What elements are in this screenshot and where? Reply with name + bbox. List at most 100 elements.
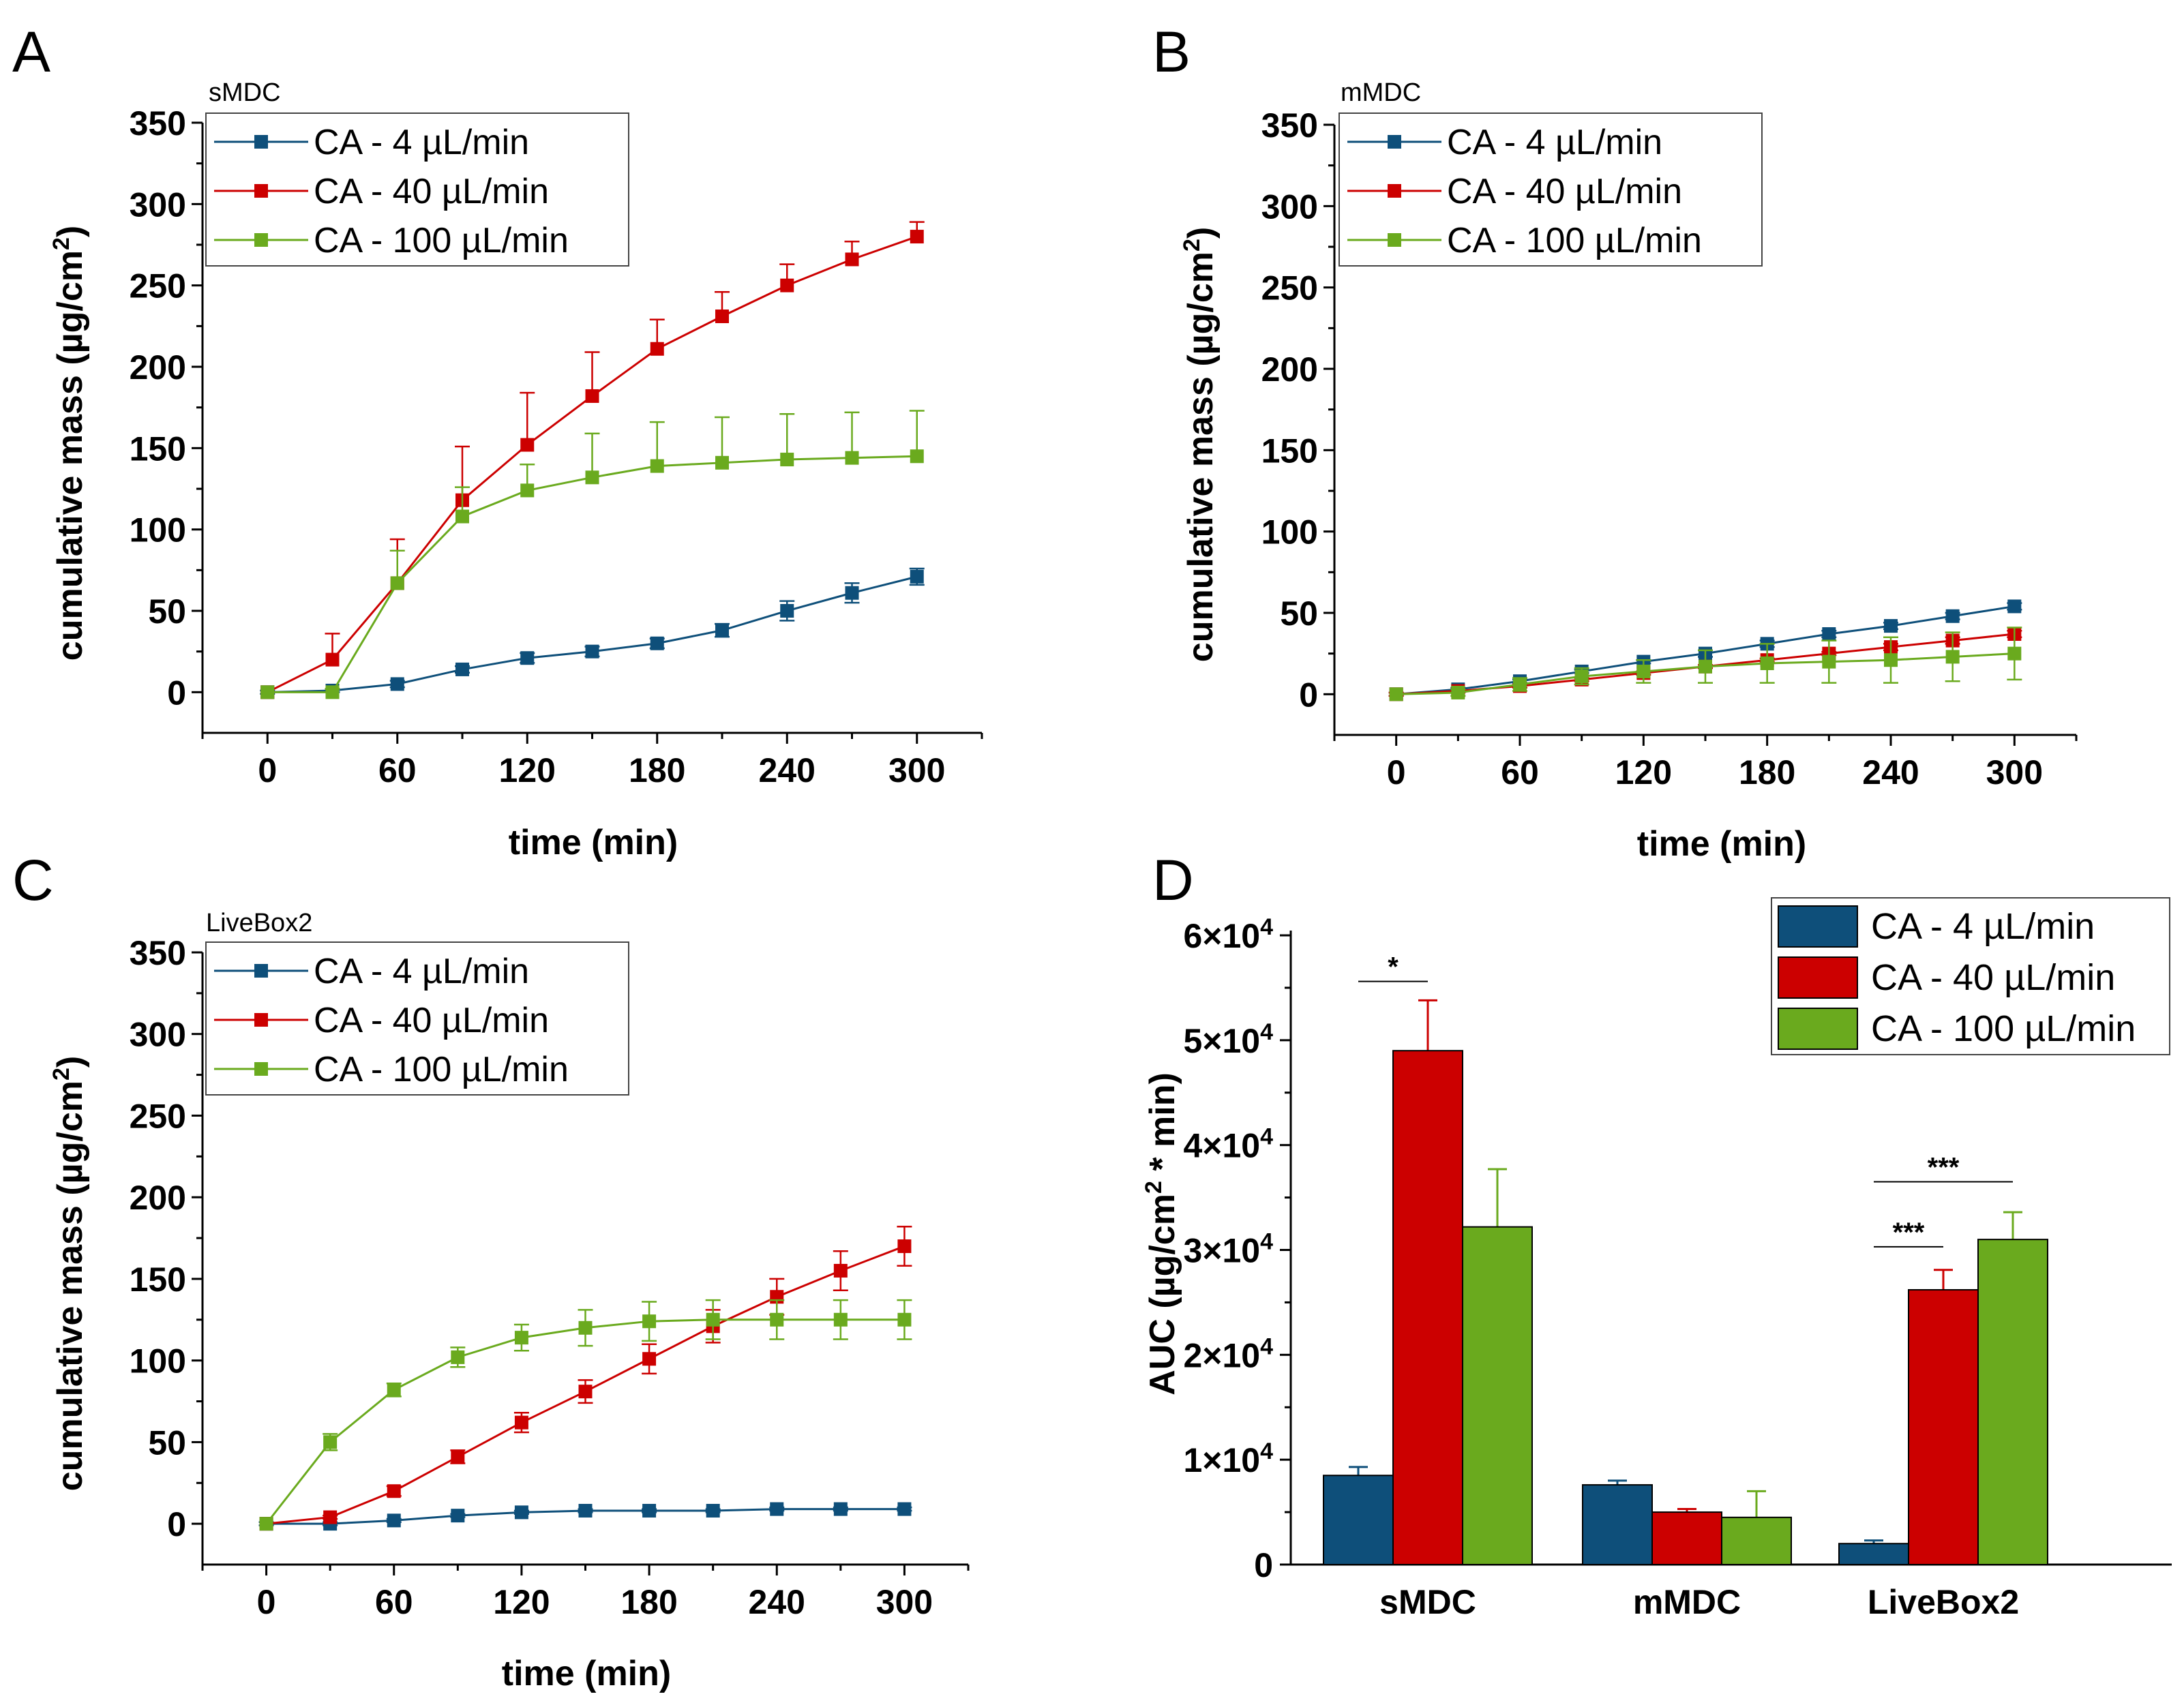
x-axis-title: time (min) xyxy=(509,823,678,862)
data-point xyxy=(1945,650,1960,664)
data-point xyxy=(1822,654,1836,669)
legend-item: CA - 4 µL/min xyxy=(1778,905,2095,948)
significance-label: *** xyxy=(1893,1218,1925,1248)
axes: 0 50 100 150 200 250 300 350 0 60 120 180 240 300 xyxy=(1261,106,2078,791)
data-point xyxy=(451,1350,465,1364)
data-point xyxy=(2007,646,2022,661)
y-tick-label: 200 xyxy=(1261,350,1318,389)
y-tick-label: 0 xyxy=(167,1505,186,1543)
y-axis-title: cumulative mass (µg/cm2) xyxy=(1179,227,1221,662)
panel-label: C xyxy=(12,848,54,912)
data-point xyxy=(578,1385,593,1399)
x-tick-label: 120 xyxy=(1615,753,1672,791)
x-tick-label: 300 xyxy=(876,1583,933,1621)
data-point xyxy=(578,1321,593,1335)
y-tick-label: 250 xyxy=(1261,269,1318,307)
legend: CA - 4 µL/min CA - 40 µL/min CA - 100 µL/m… xyxy=(205,112,629,267)
y-tick-label: 150 xyxy=(130,429,186,468)
y-tick-label: 0 xyxy=(167,674,186,712)
x-tick-label: 120 xyxy=(499,751,556,789)
y-tick-label: 50 xyxy=(148,1423,186,1462)
data-point xyxy=(451,1509,465,1523)
legend-item: CA - 100 µL/min xyxy=(1347,221,1702,260)
y-tick-label: 300 xyxy=(1261,187,1318,226)
legend-marker xyxy=(254,964,268,978)
data-point xyxy=(715,310,729,324)
legend-label: CA - 40 µL/min xyxy=(1871,957,2115,998)
legend-label: CA - 100 µL/min xyxy=(314,1050,569,1089)
panel-a: A sMDC 0 50 100 150 200 250 300 350 0 60 120 180 240… xyxy=(12,20,983,862)
legend-marker xyxy=(1388,184,1401,198)
bar xyxy=(1838,1543,1909,1566)
y-tick-label: 150 xyxy=(130,1261,186,1299)
legend-item: CA - 4 µL/min xyxy=(214,952,529,991)
series-group xyxy=(260,221,925,699)
legend-label: CA - 4 µL/min xyxy=(1447,123,1662,162)
data-point xyxy=(520,438,535,452)
data-point xyxy=(325,685,340,699)
series-group xyxy=(260,567,925,699)
data-point xyxy=(833,1263,848,1278)
significance-bracket: * xyxy=(1358,952,1428,982)
data-point xyxy=(390,677,404,691)
data-point xyxy=(451,1449,465,1464)
data-point xyxy=(1574,669,1589,684)
data-point xyxy=(1822,627,1836,642)
y-tick-label: 350 xyxy=(130,934,186,972)
data-point xyxy=(325,652,340,667)
data-point xyxy=(770,1312,784,1327)
data-point xyxy=(650,342,664,356)
legend-label: CA - 100 µL/min xyxy=(314,221,569,260)
data-point xyxy=(1513,678,1527,692)
axes: 0 1×104 2×104 3×104 4×104 5×104 6×104 sMDC mMDC L… xyxy=(1183,914,2172,1621)
data-point xyxy=(1451,685,1465,699)
data-point xyxy=(260,685,275,699)
axes: 0 50 100 150 200 250 300 350 0 60 120 180 240 300 xyxy=(130,934,970,1621)
bar xyxy=(1582,1484,1653,1565)
x-tick-label: 180 xyxy=(1739,753,1795,791)
y-tick-label: 0 xyxy=(1299,676,1318,714)
x-tick-label: 60 xyxy=(1501,753,1539,791)
data-point xyxy=(387,1383,401,1397)
legend: CA - 4 µL/min CA - 40 µL/min CA - 100 µL/m… xyxy=(1338,112,1763,267)
x-tick-label: 60 xyxy=(378,751,417,789)
y-tick-label: 350 xyxy=(1261,106,1318,145)
data-point xyxy=(845,451,859,465)
bar xyxy=(1323,1475,1394,1566)
panel-label: D xyxy=(1152,848,1194,912)
y-tick-label: 250 xyxy=(130,267,186,305)
series-group xyxy=(1323,1466,1909,1566)
x-tick-label: mMDC xyxy=(1633,1583,1741,1621)
x-tick-label: 180 xyxy=(620,1583,677,1621)
legend-item: CA - 40 µL/min xyxy=(214,172,549,211)
series-layer xyxy=(260,221,925,699)
legend-item: CA - 4 µL/min xyxy=(214,123,529,162)
legend-marker xyxy=(254,1013,268,1027)
x-tick-label: 300 xyxy=(888,751,945,789)
panel-b: B mMDC 0 50 100 150 200 250 300 350 0 60 120 180 240… xyxy=(1152,20,2078,864)
y-axis-title: cumulative mass (µg/cm2) xyxy=(48,226,90,661)
data-point xyxy=(1699,659,1712,674)
legend-label: CA - 40 µL/min xyxy=(314,1001,549,1040)
chart-title: mMDC xyxy=(1341,78,1421,107)
y-tick-label: 150 xyxy=(1261,432,1318,470)
x-axis-title: time (min) xyxy=(1637,824,1806,864)
legend-item: CA - 100 µL/min xyxy=(214,221,569,260)
y-tick-label: 100 xyxy=(130,1342,186,1380)
legend-item: CA - 100 µL/min xyxy=(1778,1008,2136,1050)
y-tick-label: 5×104 xyxy=(1183,1019,1273,1060)
chart-title: sMDC xyxy=(209,78,281,107)
legend: CA - 4 µL/min CA - 40 µL/min CA - 100 µL/m… xyxy=(205,941,629,1096)
data-point xyxy=(650,636,664,650)
series-group xyxy=(259,1299,912,1531)
legend-label: CA - 40 µL/min xyxy=(1447,172,1682,211)
x-tick-label: 0 xyxy=(1387,753,1406,791)
legend-label: CA - 4 µL/min xyxy=(314,952,529,991)
data-point xyxy=(387,1513,401,1528)
legend-marker xyxy=(254,184,268,198)
x-tick-label: 240 xyxy=(759,751,816,789)
legend-item: CA - 40 µL/min xyxy=(1347,172,1682,211)
legend-marker xyxy=(254,233,268,247)
data-point xyxy=(387,1484,401,1498)
